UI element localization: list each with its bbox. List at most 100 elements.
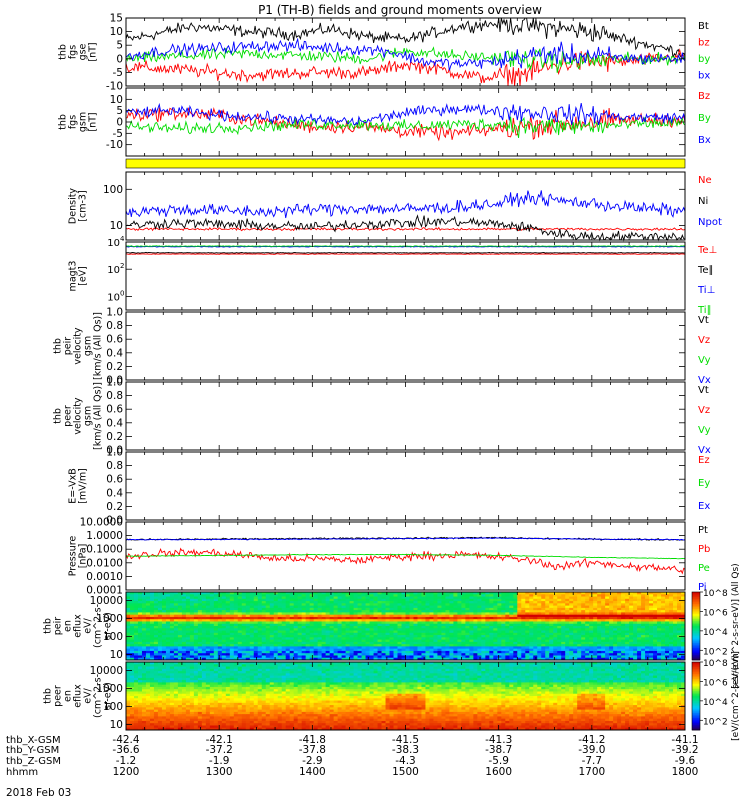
heatmap-cell — [398, 633, 402, 636]
heatmap-cell — [469, 610, 473, 613]
heatmap-cell — [501, 640, 505, 643]
heatmap-cell — [398, 644, 402, 647]
heatmap-cell — [597, 599, 601, 602]
heatmap-cell — [449, 653, 453, 656]
heatmap-cell — [453, 637, 457, 640]
heatmap-cell — [162, 646, 166, 649]
legend-entry-bz: bz — [698, 38, 710, 49]
heatmap-cell — [230, 651, 234, 654]
heatmap-cell — [302, 626, 306, 629]
heatmap-cell — [497, 653, 501, 656]
heatmap-cell — [374, 606, 378, 609]
heatmap-cell — [573, 651, 577, 654]
heatmap-cell — [170, 606, 174, 609]
heatmap-cell — [585, 606, 589, 609]
heatmap-cell — [481, 631, 485, 634]
heatmap-cell — [318, 599, 322, 602]
heatmap-cell — [449, 597, 453, 600]
heatmap-cell — [537, 606, 541, 609]
heatmap-cell — [346, 640, 350, 643]
heatmap-cell — [553, 619, 557, 622]
heatmap-cell — [477, 637, 481, 640]
heatmap-cell — [473, 617, 477, 620]
heatmap-cell — [126, 626, 130, 629]
heatmap-cell — [390, 644, 394, 647]
heatmap-cell — [214, 633, 218, 636]
heatmap-cell — [525, 597, 529, 600]
heatmap-cell — [485, 633, 489, 636]
heatmap-cell — [629, 612, 633, 615]
heatmap-cell — [637, 626, 641, 629]
heatmap-cell — [378, 640, 382, 643]
heatmap-cell — [150, 597, 154, 600]
heatmap-cell — [362, 631, 366, 634]
heatmap-cell — [250, 651, 254, 654]
heatmap-cell — [417, 626, 421, 629]
heatmap-cell — [162, 617, 166, 620]
heatmap-cell — [425, 597, 429, 600]
heatmap-cell — [226, 644, 230, 647]
heatmap-cell — [382, 610, 386, 613]
heatmap-cell — [489, 603, 493, 606]
heatmap-cell — [398, 612, 402, 615]
heatmap-cell — [661, 610, 665, 613]
y-axis-label-line: [eV] — [78, 266, 89, 286]
heatmap-cell — [509, 637, 513, 640]
heatmap-cell — [413, 653, 417, 656]
heatmap-cell — [673, 637, 677, 640]
heatmap-cell — [641, 640, 645, 643]
heatmap-cell — [390, 653, 394, 656]
heatmap-cell — [677, 637, 681, 640]
heatmap-cell — [354, 619, 358, 622]
heatmap-cell — [493, 633, 497, 636]
heatmap-cell — [254, 644, 258, 647]
heatmap-cell — [214, 599, 218, 602]
heatmap-cell — [493, 626, 497, 629]
heatmap-cell — [206, 631, 210, 634]
heatmap-cell — [366, 619, 370, 622]
heatmap-cell — [342, 597, 346, 600]
heatmap-cell — [517, 653, 521, 656]
heatmap-cell — [302, 624, 306, 627]
legend-entry-Pe: Pe — [698, 563, 710, 574]
heatmap-cell — [182, 612, 186, 615]
heatmap-cell — [545, 637, 549, 640]
heatmap-cell — [230, 624, 234, 627]
heatmap-cell — [166, 606, 170, 609]
legend-entry-Ey: Ey — [698, 478, 710, 489]
heatmap-cell — [302, 631, 306, 634]
heatmap-cell — [617, 610, 621, 613]
heatmap-cell — [154, 603, 158, 606]
heatmap-cell — [242, 644, 246, 647]
heatmap-cell — [561, 599, 565, 602]
heatmap-cell — [166, 644, 170, 647]
heatmap-cell — [246, 651, 250, 654]
y-tick-label: 0.6 — [106, 404, 123, 416]
heatmap-cell — [497, 633, 501, 636]
heatmap-cell — [210, 626, 214, 629]
heatmap-cell — [346, 631, 350, 634]
heatmap-cell — [573, 606, 577, 609]
heatmap-cell — [330, 612, 334, 615]
heatmap-cell — [254, 637, 258, 640]
heatmap-cell — [350, 597, 354, 600]
heatmap-cell — [429, 640, 433, 643]
heatmap-cell — [605, 637, 609, 640]
heatmap-cell — [162, 633, 166, 636]
heatmap-cell — [637, 599, 641, 602]
heatmap-cell — [222, 653, 226, 656]
heatmap-cell — [625, 637, 629, 640]
heatmap-cell — [318, 610, 322, 613]
heatmap-cell — [421, 637, 425, 640]
heatmap-cell — [202, 644, 206, 647]
heatmap-cell — [310, 637, 314, 640]
heatmap-cell — [298, 612, 302, 615]
heatmap-cell — [453, 599, 457, 602]
y-tick-label: 0.4 — [106, 347, 123, 359]
heatmap-cell — [477, 644, 481, 647]
heatmap-cell — [625, 631, 629, 634]
heatmap-cell — [282, 610, 286, 613]
heatmap-cell — [174, 646, 178, 649]
heatmap-cell — [421, 653, 425, 656]
heatmap-cell — [437, 653, 441, 656]
